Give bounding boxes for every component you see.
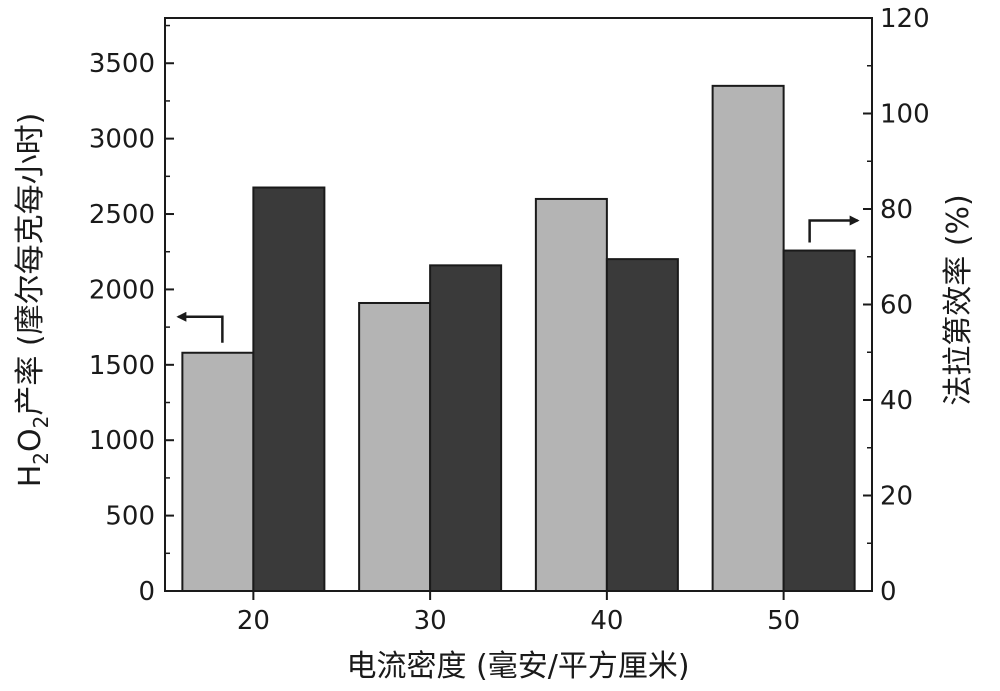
x-tick-label-40: 40 — [590, 606, 623, 636]
bar-series1-30 — [358, 301, 432, 592]
right-axis-title: 法拉第效率 (%) — [941, 194, 976, 405]
left-tick-label-1500: 1500 — [89, 351, 155, 381]
left-axis-title: H2O2产率 (摩尔每克每小时) — [13, 113, 53, 488]
bar-series2-50 — [782, 249, 856, 592]
x-tick-label-50: 50 — [767, 606, 800, 636]
left-axis-title-rest: 产率 (摩尔每克每小时) — [13, 113, 48, 416]
left-axis-pointer-arrow — [176, 311, 224, 343]
x-tick-label-30: 30 — [414, 606, 447, 636]
bar-series1-40 — [534, 197, 608, 593]
right-tick-label-0: 0 — [880, 577, 897, 607]
left-axis: 0 500 1000 1500 2000 2500 3000 3500 — [89, 24, 174, 607]
right-tick-label-100: 100 — [880, 100, 930, 130]
x-axis: 20 30 40 50 — [237, 591, 800, 636]
right-tick-label-80: 80 — [880, 195, 913, 225]
right-tick-label-20: 20 — [880, 482, 913, 512]
right-tick-label-40: 40 — [880, 386, 913, 416]
x-tick-label-20: 20 — [237, 606, 270, 636]
left-tick-label-2000: 2000 — [89, 275, 155, 305]
left-tick-label-1000: 1000 — [89, 426, 155, 456]
left-axis-title-h: H — [13, 465, 48, 488]
left-tick-label-500: 500 — [105, 502, 155, 532]
annotations-group — [176, 215, 860, 343]
right-axis-pointer-arrow — [808, 215, 860, 243]
left-tick-label-2500: 2500 — [89, 200, 155, 230]
bar-series2-20 — [252, 186, 326, 592]
left-tick-label-3500: 3500 — [89, 49, 155, 79]
left-tick-label-0: 0 — [138, 577, 155, 607]
bar-series1-20 — [181, 351, 255, 592]
bar-series1-50 — [711, 84, 785, 593]
left-axis-title-sub-2: 2 — [29, 416, 53, 429]
left-axis-title-sub-1: 2 — [29, 452, 53, 465]
left-tick-label-3000: 3000 — [89, 125, 155, 155]
bars-group — [181, 84, 856, 593]
left-axis-title-o: O — [13, 428, 48, 452]
x-axis-title: 电流密度 (毫安/平方厘米) — [346, 649, 689, 684]
right-tick-label-60: 60 — [880, 291, 913, 321]
bar-series2-40 — [605, 258, 679, 592]
bar-series2-30 — [429, 264, 503, 592]
right-tick-label-120: 120 — [880, 4, 930, 34]
right-axis: 0 20 40 60 80 100 120 — [863, 4, 930, 607]
